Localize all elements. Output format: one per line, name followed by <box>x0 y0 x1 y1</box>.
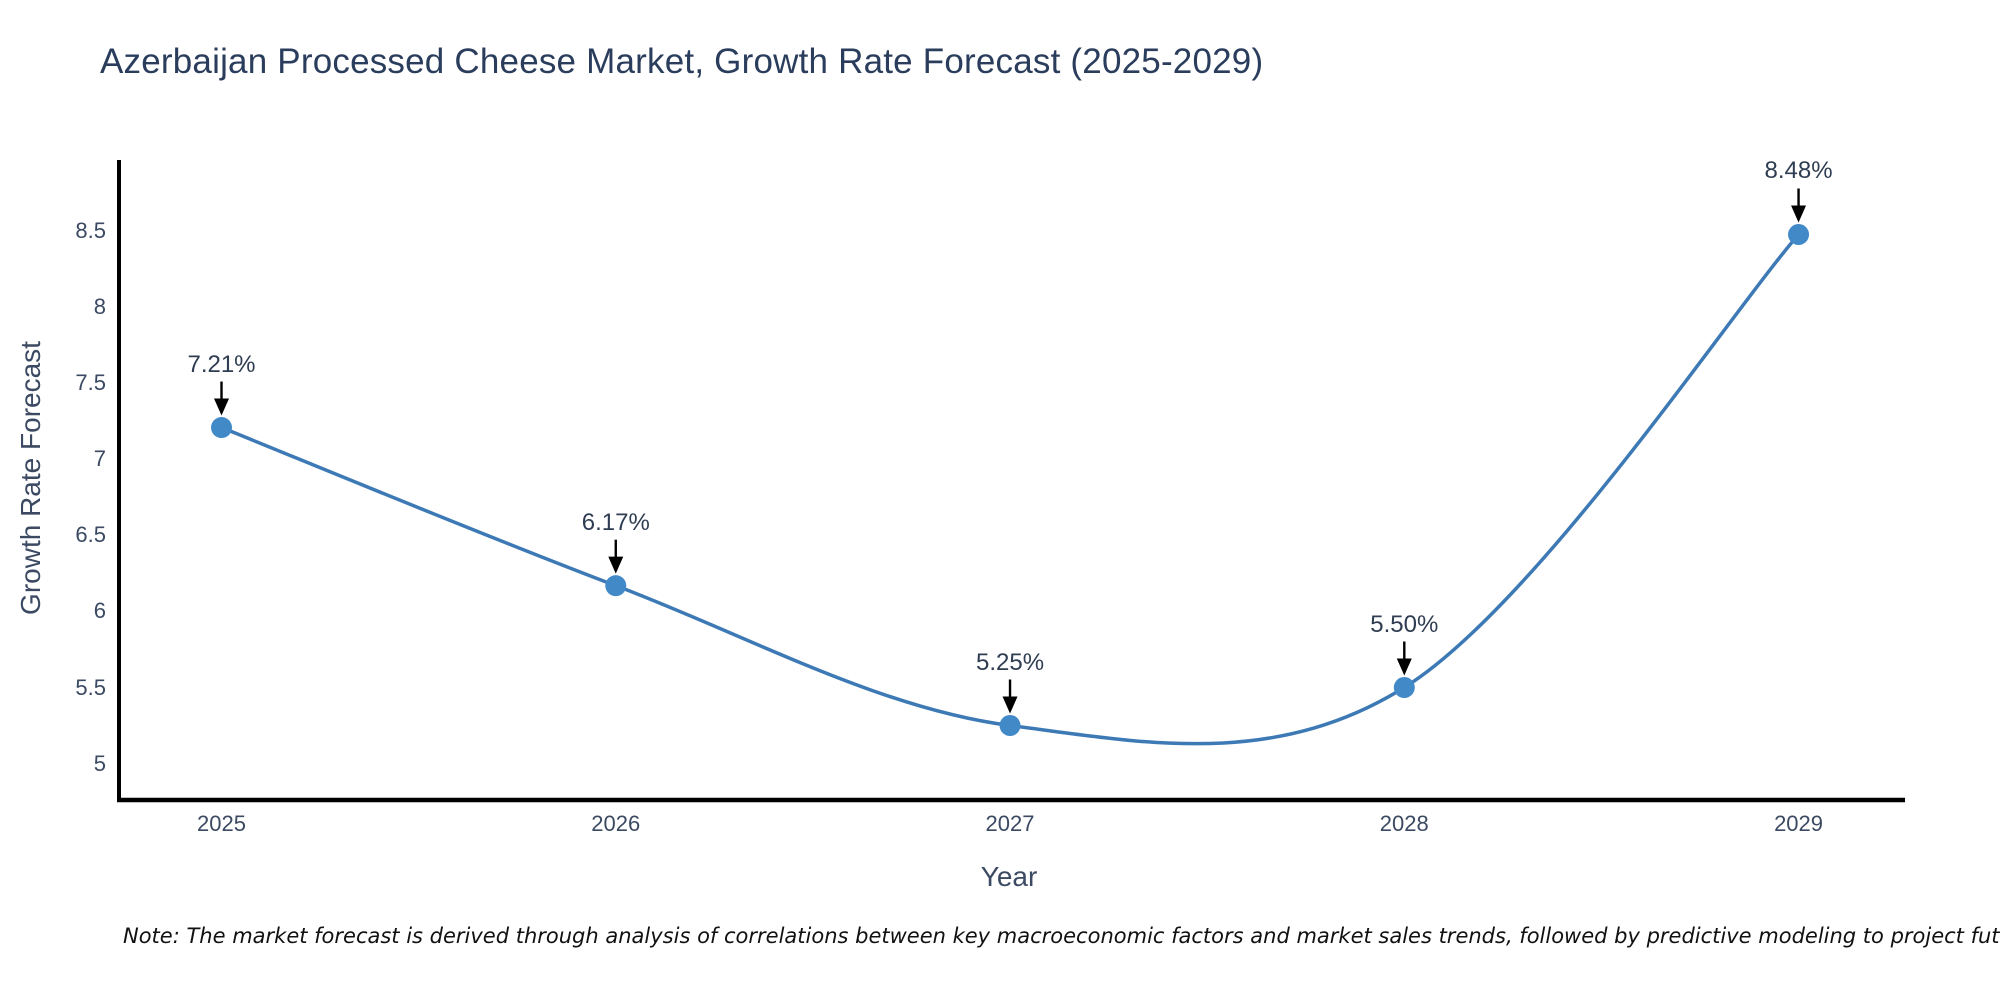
data-point-marker-2025 <box>211 417 233 439</box>
x-tick-label-2026: 2026 <box>591 811 641 836</box>
y-tick-label-5.5: 5.5 <box>75 674 106 700</box>
x-axis-title: Year <box>980 861 1038 892</box>
data-point-marker-2029 <box>1788 223 1810 245</box>
chart-title: Azerbaijan Processed Cheese Market, Grow… <box>100 42 1264 81</box>
data-point-marker-2028 <box>1393 677 1415 699</box>
annotation-arrow-head-2029 <box>1791 205 1807 223</box>
forecast-line <box>220 233 1800 746</box>
data-point-label-2026: 6.17% <box>581 508 650 536</box>
data-point-label-2025: 7.21% <box>187 350 256 378</box>
footnote: Note: The market forecast is derived thr… <box>123 924 2000 948</box>
y-tick-label-7: 7 <box>93 446 106 472</box>
data-point-label-2027: 5.25% <box>975 648 1045 676</box>
data-point-marker-2027 <box>999 715 1021 737</box>
x-tick-label-2029: 2029 <box>1774 811 1824 836</box>
y-tick-label-8: 8 <box>93 294 106 320</box>
data-point-marker-2026 <box>605 575 627 597</box>
data-point-label-2028: 5.50% <box>1370 610 1439 638</box>
annotation-arrow-head-2025 <box>214 398 230 416</box>
y-tick-label-7.5: 7.5 <box>75 370 106 396</box>
annotation-arrow-head-2026 <box>608 556 624 574</box>
annotation-arrow-head-2027 <box>1002 696 1018 714</box>
x-tick-label-2028: 2028 <box>1379 811 1429 836</box>
x-tick-label-2025: 2025 <box>197 811 246 836</box>
annotation-arrow-head-2028 <box>1396 658 1412 676</box>
y-tick-label-6.5: 6.5 <box>75 522 106 548</box>
y-tick-label-8.5: 8.5 <box>75 218 106 244</box>
y-axis-title: Growth Rate Forecast <box>15 341 46 615</box>
data-point-label-2029: 8.48% <box>1764 157 1833 185</box>
y-tick-label-5: 5 <box>93 750 106 776</box>
y-tick-label-6: 6 <box>93 598 106 624</box>
x-tick-label-2027: 2027 <box>985 811 1035 836</box>
